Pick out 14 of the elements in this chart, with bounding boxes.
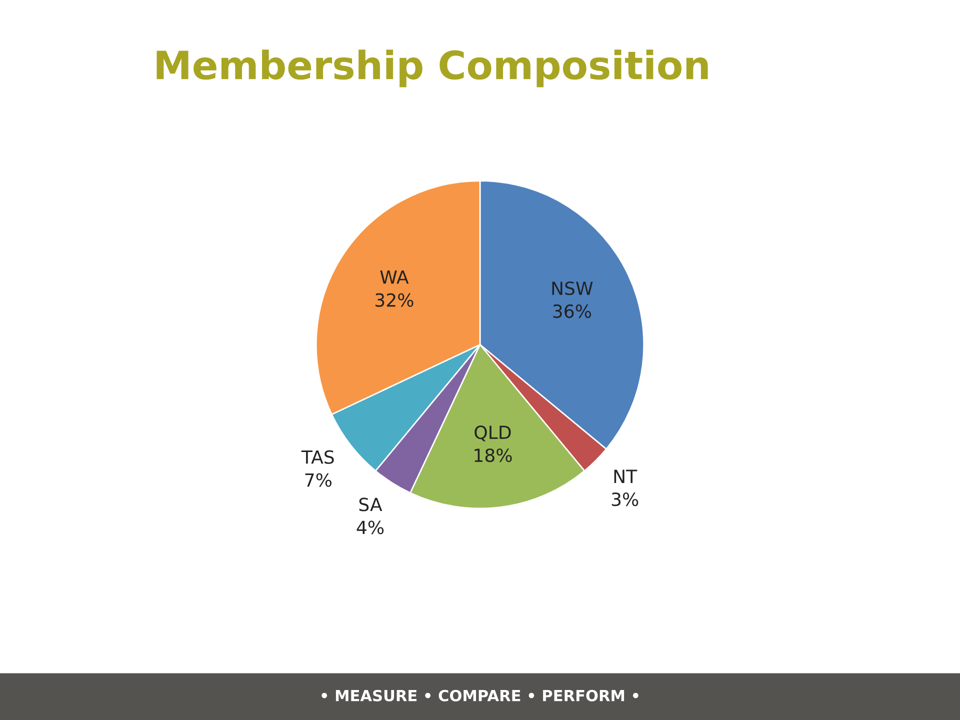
slice-label: NSW bbox=[552, 281, 593, 296]
text: • MEASURE • COMPARE • PERFORM • bbox=[322, 690, 638, 702]
slice-label: NT bbox=[614, 470, 638, 483]
data-label: 32% bbox=[376, 293, 414, 307]
chart-title: Membership Composition bbox=[156, 50, 708, 88]
data-label: 36% bbox=[553, 304, 591, 318]
slice-label: QLD bbox=[474, 426, 511, 442]
data-label: 18% bbox=[474, 448, 512, 462]
slice-label: SA bbox=[359, 498, 382, 512]
data-label: 4% bbox=[356, 520, 384, 534]
slice-label: TAS bbox=[301, 450, 334, 464]
data-label: 7% bbox=[305, 473, 332, 487]
slice-label: WA bbox=[380, 270, 409, 284]
data-label: 3% bbox=[612, 492, 638, 506]
